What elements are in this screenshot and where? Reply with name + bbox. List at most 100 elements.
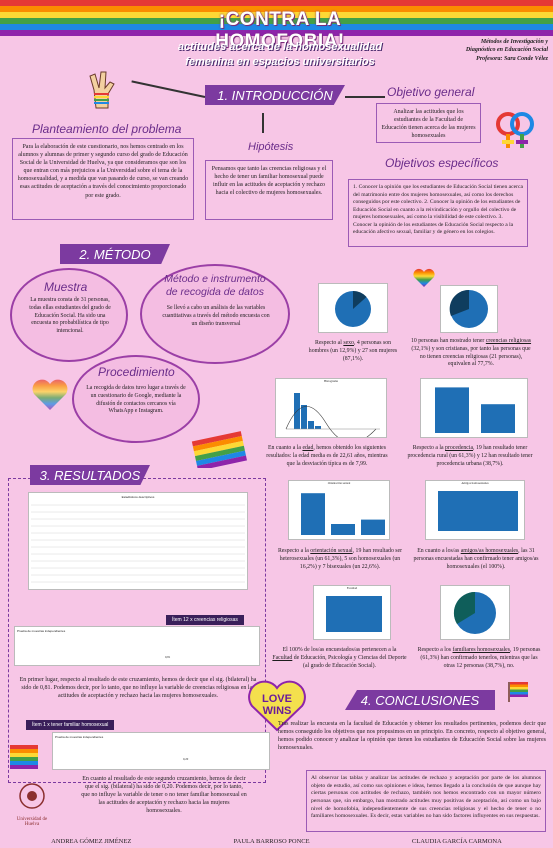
rainbow-stripe-blue: [0, 24, 553, 30]
caption-facultad-post: de Educación, Psicología y Ciencias del …: [292, 654, 407, 669]
resultados-banner: 3. RESULTADOS: [30, 465, 150, 485]
objetivos-especificos-text: 1. Conocer la opinión que los estudiante…: [348, 179, 528, 247]
caption-procedencia: Respecto a la procedencia, 19 han result…: [400, 445, 540, 468]
chart-creencias: [440, 285, 498, 333]
chart-amigos: Amigos homosexuales: [425, 480, 525, 540]
resultados-text-2: En cuanto al resultado de este segundo c…: [81, 776, 247, 815]
objetivo-general-title: Objetivo general: [387, 85, 475, 99]
bar: [435, 387, 469, 433]
sig-value-1: 0,81: [165, 655, 171, 659]
caption-creencias: 10 personas han mostrado tener creencias…: [410, 338, 532, 369]
caption-amigos-post: , las 31 personas encuestadas han confir…: [413, 548, 539, 570]
descriptives-table-title: Estadísticos descriptivos: [121, 495, 155, 499]
test-table-2-title: Prueba de muestras independientes: [55, 735, 104, 739]
chart-procedencia: [420, 378, 528, 438]
procedimiento-text: La recogida de datos tuvo lugar a través…: [86, 385, 186, 415]
conclusiones-banner: 4. CONCLUSIONES: [345, 690, 495, 710]
muestra-ellipse: [10, 268, 128, 362]
poster-subtitle-line1: actitudes acerca de la homosexualidad: [177, 41, 383, 53]
metodo-banner: 2. MÉTODO: [60, 244, 170, 264]
bar: [481, 404, 515, 433]
rainbow-stripe-red: [0, 0, 553, 6]
caption-sexo-pre: Respecto al: [314, 340, 344, 346]
university-name: Universidad de Huelva: [16, 817, 48, 827]
orientacion-chart-title: Orientación sexual: [327, 481, 351, 485]
bar: [331, 524, 355, 535]
caption-creencias-post: (32,1%) y son cristianas, por tanto las …: [411, 345, 531, 368]
caption-creencias-pre: 10 personas han mostrado tener: [410, 338, 486, 344]
caption-facultad: El 100% de los/as encuestados/as pertene…: [272, 647, 407, 670]
caption-facultad-keyword: Facultad: [272, 654, 293, 661]
author-1: ANDREA GÓMEZ JIMÉNEZ: [51, 837, 132, 845]
footer-bar: ANDREA GÓMEZ JIMÉNEZ PAULA BARROSO PONCE…: [0, 834, 553, 848]
bar: [361, 519, 385, 535]
course-name: Métodos de Investigación y Diagnóstico e…: [465, 39, 548, 53]
planteamiento-text: Para la elaboración de este cuestionario…: [12, 138, 194, 220]
caption-orientacion-keyword: orientación sexual: [310, 548, 353, 554]
love-wins-badge: LOVE WINS: [248, 680, 306, 732]
caption-familiares-post: , 19 personas (61,3%) han confirmado ten…: [420, 647, 541, 669]
caption-familiares-pre: Respecto a los: [417, 647, 453, 653]
caption-procedencia-pre: Respecto a la: [412, 445, 446, 451]
caption-procedencia-post: , 19 han resultado tener procedencia rur…: [407, 445, 533, 467]
rainbow-heart-icon: [30, 376, 70, 412]
caption-sexo-keyword: sexo: [343, 340, 354, 346]
muestra-title: Muestra: [44, 280, 88, 294]
intro-banner: 1. INTRODUCCIÓN: [205, 85, 345, 105]
pride-flag-small-icon: [506, 680, 530, 702]
caption-familiares: Respecto a los familiares homosexuales, …: [415, 647, 543, 670]
caption-edad: En cuanto a la edad, hemos obtenido los …: [262, 445, 392, 468]
small-rainbow-heart-icon: [412, 268, 436, 288]
rainbow-stripe-yellow: [0, 12, 553, 18]
procedimiento-ellipse: [72, 355, 200, 443]
conclusiones-text-2: Al observar las tablas y analizar las ac…: [306, 770, 546, 832]
caption-amigos-keyword: amigos/as homosexuales: [460, 548, 519, 554]
instrumento-title: Método e instrumento de recogida de dato…: [164, 273, 266, 298]
venus-symbols-icon: [492, 110, 540, 152]
caption-procedencia-keyword: procedencia: [445, 445, 474, 451]
caption-orientacion-pre: Respecto a la: [277, 548, 311, 554]
procedimiento-title: Procedimiento: [98, 365, 175, 379]
objetivo-general-text: Analizar las actitudes que los estudiant…: [376, 103, 481, 143]
caption-sexo: Respecto al sexo, 4 personas son hombres…: [305, 340, 401, 363]
caption-edad-pre: En cuanto a la: [267, 445, 303, 451]
chart-edad: Histograma: [275, 378, 387, 443]
caption-orientacion: Respecto a la orientación sexual, 19 han…: [275, 548, 405, 571]
author-2: PAULA BARROSO PONCE: [233, 837, 310, 845]
poster-title: ¡CONTRA LA HOMOFOBIA!: [215, 9, 345, 52]
caption-amigos: En cuanto a los/as amigos/as homosexuale…: [412, 548, 540, 571]
conclusiones-text-1: Tras realizar la encuesta en la facultad…: [278, 721, 546, 752]
caption-edad-post: , hemos obtenido los siguientes resultad…: [266, 445, 388, 467]
edad-chart-title: Histograma: [324, 379, 338, 383]
university-logo: Universidad de Huelva: [12, 782, 52, 827]
arrow-icon: [262, 113, 264, 133]
caption-familiares-keyword: familiares homosexuales: [452, 647, 510, 653]
instrumento-text: Se llevó a cabo un análisis de las varia…: [162, 305, 270, 327]
professor-name: Profesora: Sara Conde Vélez: [476, 56, 548, 62]
rainbow-stripe-orange: [0, 6, 553, 12]
test-table-1-title: Prueba de muestras independientes: [17, 629, 66, 633]
bar: [301, 493, 325, 535]
item1-label: Ítem 1 x tener familiar homosexual: [26, 720, 115, 730]
caption-creencias-keyword: creencias religiosas: [485, 338, 532, 344]
muestra-text: La muestra consta de 31 personas, todas …: [29, 297, 111, 335]
instrumento-ellipse: [140, 264, 290, 364]
chart-sexo: [318, 283, 388, 333]
hipotesis-title: Hipótesis: [248, 141, 294, 153]
rainbow-flag-icon: [190, 430, 248, 471]
descriptives-table: Estadísticos descriptivos: [28, 492, 248, 590]
caption-orientacion-post: , 19 han resultado ser heterosexuales (u…: [279, 548, 403, 570]
facultad-chart-title: Facultad: [346, 586, 358, 590]
love-wins-text: LOVE WINS: [262, 693, 292, 717]
caption-amigos-pre: En cuanto a los/as: [417, 548, 461, 554]
amigos-chart-title: Amigos homosexuales: [461, 481, 489, 485]
chart-facultad: Facultad: [313, 585, 391, 640]
rainbow-stripe-green: [0, 18, 553, 24]
rainbow-flag-left-icon: [10, 743, 40, 769]
caption-edad-keyword: edad: [302, 445, 314, 451]
test-table-2: Prueba de muestras independientes 0,20: [52, 732, 270, 770]
objetivos-especificos-title: Objetivos específicos: [385, 156, 499, 170]
arrow-icon: [131, 80, 206, 98]
item12-label: Ítem 12 x creencias religiosas: [166, 615, 244, 625]
chart-orientacion: Orientación sexual: [288, 480, 390, 540]
